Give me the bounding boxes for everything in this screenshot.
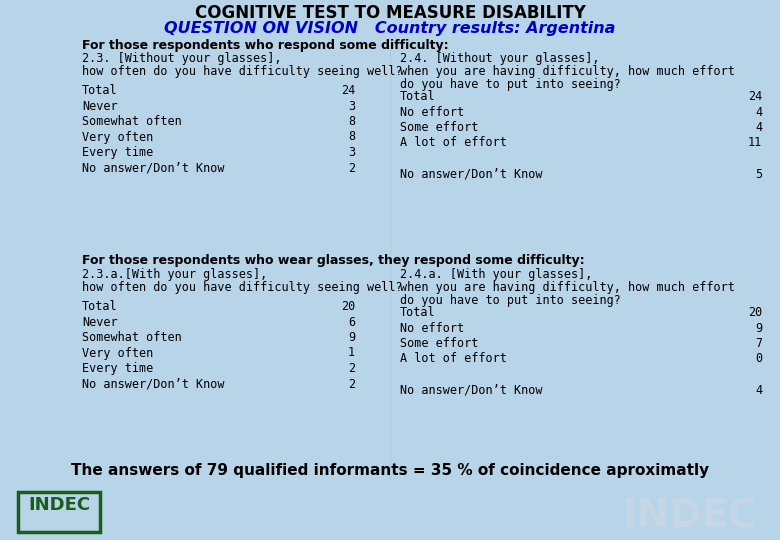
Text: 20: 20 — [748, 306, 762, 319]
Text: 2: 2 — [348, 362, 355, 375]
Text: Somewhat often: Somewhat often — [82, 331, 182, 344]
Text: No effort: No effort — [400, 321, 464, 334]
Text: Never: Never — [82, 99, 118, 112]
Text: No answer/Don’t Know: No answer/Don’t Know — [82, 377, 225, 390]
Text: Some effort: Some effort — [400, 337, 478, 350]
Text: 24: 24 — [748, 90, 762, 103]
Text: A lot of effort: A lot of effort — [400, 137, 507, 150]
Text: 2.3. [Without your glasses],: 2.3. [Without your glasses], — [82, 52, 282, 65]
Text: 4: 4 — [755, 383, 762, 396]
Text: INDEC: INDEC — [622, 497, 757, 535]
Text: 7: 7 — [755, 337, 762, 350]
Text: 1: 1 — [348, 347, 355, 360]
Text: 9: 9 — [348, 331, 355, 344]
Text: COGNITIVE TEST TO MEASURE DISABILITY: COGNITIVE TEST TO MEASURE DISABILITY — [194, 4, 586, 22]
Text: how often do you have difficulty seeing well?: how often do you have difficulty seeing … — [82, 65, 402, 78]
Text: 8: 8 — [348, 115, 355, 128]
Text: 5: 5 — [755, 167, 762, 180]
Text: No answer/Don’t Know: No answer/Don’t Know — [400, 383, 543, 396]
Text: when you are having difficulty, how much effort: when you are having difficulty, how much… — [400, 65, 735, 78]
Text: do you have to put into seeing?: do you have to put into seeing? — [400, 294, 621, 307]
Text: 2.3.a.[With your glasses],: 2.3.a.[With your glasses], — [82, 268, 268, 281]
Text: 20: 20 — [341, 300, 355, 313]
Text: No answer/Don’t Know: No answer/Don’t Know — [82, 161, 225, 174]
Text: Total: Total — [82, 84, 118, 97]
Text: 0: 0 — [755, 353, 762, 366]
Text: 6: 6 — [348, 315, 355, 328]
Text: 9: 9 — [755, 321, 762, 334]
Text: Total: Total — [82, 300, 118, 313]
Text: 8: 8 — [348, 131, 355, 144]
Text: Very often: Very often — [82, 131, 153, 144]
Text: how often do you have difficulty seeing well?: how often do you have difficulty seeing … — [82, 281, 402, 294]
Text: 2: 2 — [348, 377, 355, 390]
Text: Some effort: Some effort — [400, 121, 478, 134]
Text: INDEC: INDEC — [28, 496, 90, 514]
Text: QUESTION ON VISION   Country results: Argentina: QUESTION ON VISION Country results: Arge… — [165, 21, 615, 36]
Text: when you are having difficulty, how much effort: when you are having difficulty, how much… — [400, 281, 735, 294]
Text: do you have to put into seeing?: do you have to put into seeing? — [400, 78, 621, 91]
Text: Somewhat often: Somewhat often — [82, 115, 182, 128]
Text: 2.4.a. [With your glasses],: 2.4.a. [With your glasses], — [400, 268, 592, 281]
Text: Very often: Very often — [82, 347, 153, 360]
Text: A lot of effort: A lot of effort — [400, 353, 507, 366]
Text: 2.4. [Without your glasses],: 2.4. [Without your glasses], — [400, 52, 600, 65]
Text: Total: Total — [400, 306, 435, 319]
Text: The answers of 79 qualified informants = 35 % of coincidence aproximatly: The answers of 79 qualified informants =… — [71, 463, 709, 478]
Text: 2: 2 — [348, 161, 355, 174]
Text: 3: 3 — [348, 99, 355, 112]
Text: Every time: Every time — [82, 146, 153, 159]
Text: No answer/Don’t Know: No answer/Don’t Know — [400, 167, 543, 180]
Text: For those respondents who wear glasses, they respond some difficulty:: For those respondents who wear glasses, … — [82, 254, 585, 267]
Text: 24: 24 — [341, 84, 355, 97]
Bar — [18, 492, 100, 532]
Text: 11: 11 — [748, 137, 762, 150]
Text: No effort: No effort — [400, 105, 464, 118]
Text: 4: 4 — [755, 105, 762, 118]
Text: 3: 3 — [348, 146, 355, 159]
Text: 4: 4 — [755, 121, 762, 134]
Text: For those respondents who respond some difficulty:: For those respondents who respond some d… — [82, 39, 448, 52]
Text: Never: Never — [82, 315, 118, 328]
Text: Total: Total — [400, 90, 435, 103]
Text: Every time: Every time — [82, 362, 153, 375]
